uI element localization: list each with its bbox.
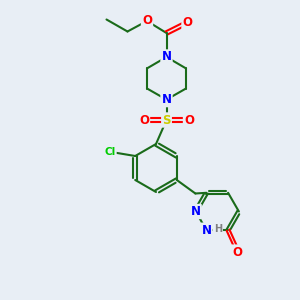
Text: O: O [182, 16, 193, 29]
Text: N: N [161, 50, 172, 64]
Text: O: O [139, 113, 149, 127]
Text: Cl: Cl [104, 147, 116, 158]
Text: N: N [191, 205, 201, 218]
Text: O: O [232, 246, 242, 259]
Text: H: H [214, 224, 222, 234]
Text: O: O [184, 113, 194, 127]
Text: S: S [162, 113, 171, 127]
Text: N: N [202, 224, 212, 237]
Text: N: N [161, 93, 172, 106]
Text: O: O [142, 14, 152, 28]
